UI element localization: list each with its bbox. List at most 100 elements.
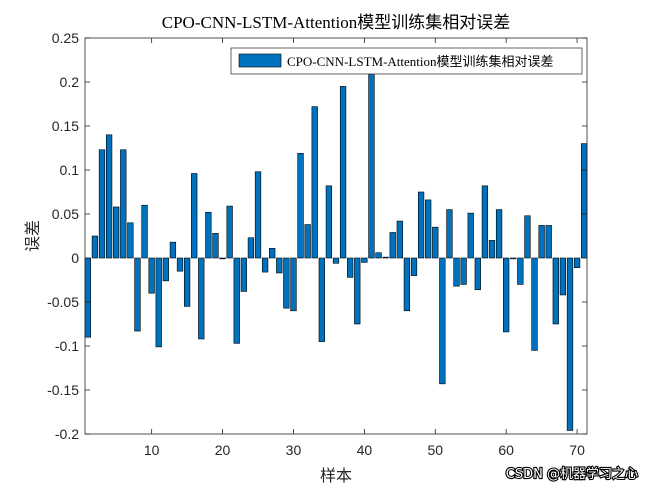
bar-37 — [339, 86, 347, 259]
y-tick-label: 0.2 — [60, 74, 80, 90]
bar-30 — [290, 257, 297, 312]
y-tick-label: 0.05 — [52, 206, 79, 222]
bar-24 — [247, 237, 255, 259]
bar-10 — [148, 257, 155, 294]
y-axis: -0.2 -0.15 -0.1 -0.05 0 0.05 0.1 0.15 0.2 0.25 — [47, 30, 587, 442]
bar-31 — [297, 152, 304, 259]
bar-49 — [425, 199, 432, 259]
x-tick-label: 40 — [357, 442, 373, 458]
bar-59 — [495, 209, 503, 259]
x-tick-label: 50 — [427, 442, 443, 458]
y-tick-label: 0.15 — [52, 118, 79, 134]
bar-39 — [354, 257, 361, 325]
bar-58 — [488, 240, 496, 259]
bar-21 — [226, 205, 233, 259]
bar-27 — [269, 248, 276, 259]
bar-1 — [84, 257, 91, 338]
bar-19 — [212, 233, 219, 259]
bar-50 — [432, 226, 439, 259]
legend-swatch — [238, 53, 282, 68]
legend-box — [230, 47, 583, 75]
bar-53 — [453, 257, 460, 287]
bar-14 — [176, 257, 184, 272]
plot-area-frame — [84, 37, 588, 435]
bar-57 — [481, 185, 489, 259]
bar-42 — [375, 252, 382, 259]
watermark-text: CSDN @机器学习之心 — [506, 466, 638, 482]
bar-46 — [403, 257, 411, 312]
bar-40 — [361, 257, 368, 263]
bar-67 — [552, 257, 559, 325]
bar-61 — [510, 257, 517, 260]
bar-55 — [467, 212, 474, 259]
bar-25 — [254, 171, 262, 259]
bar-13 — [169, 241, 177, 259]
bar-5 — [113, 206, 120, 259]
bar-series — [84, 65, 588, 431]
bar-11 — [155, 257, 162, 348]
y-tick-label: -0.1 — [55, 338, 79, 354]
bar-4 — [105, 134, 113, 259]
y-tick-label: 0 — [71, 250, 79, 266]
bar-41 — [368, 65, 375, 259]
bar-28 — [276, 257, 283, 274]
bar-3 — [98, 149, 106, 259]
bar-38 — [347, 257, 354, 278]
bar-33 — [311, 106, 318, 259]
bar-23 — [240, 257, 247, 292]
bar-18 — [205, 211, 212, 259]
bar-20 — [219, 257, 226, 260]
bar-44 — [389, 232, 396, 259]
bar-7 — [127, 222, 134, 259]
bar-45 — [396, 220, 403, 259]
bar-47 — [410, 257, 418, 276]
bar-43 — [382, 256, 389, 259]
bar-71 — [581, 143, 588, 259]
watermark: CSDN @机器学习之心 — [505, 465, 639, 483]
bar-8 — [134, 257, 141, 332]
bar-32 — [304, 224, 311, 259]
x-tick-label: 60 — [498, 442, 514, 458]
x-tick-label: 10 — [144, 442, 160, 458]
bar-65 — [538, 225, 545, 259]
y-axis-label: 误差 — [23, 220, 42, 252]
bar-6 — [120, 149, 127, 259]
x-tick-label: 20 — [215, 442, 231, 458]
bar-60 — [503, 257, 510, 333]
legend-label: CPO-CNN-LSTM-Attention模型训练集相对误差 — [287, 54, 554, 69]
y-tick-label: 0.25 — [52, 30, 79, 46]
bar-16 — [191, 173, 198, 259]
bar-66 — [545, 225, 552, 259]
bar-34 — [318, 257, 325, 342]
x-axis-label: 样本 — [320, 466, 352, 485]
bar-70 — [573, 257, 581, 268]
bar-52 — [446, 209, 453, 259]
bar-22 — [233, 257, 240, 344]
x-axis: 10 20 30 40 50 60 70 — [144, 38, 585, 458]
x-tick-label: 70 — [569, 442, 585, 458]
bar-15 — [183, 257, 191, 307]
chart-title: CPO-CNN-LSTM-Attention模型训练集相对误差 — [162, 13, 511, 32]
bar-17 — [198, 257, 205, 340]
bar-12 — [162, 257, 169, 282]
y-tick-label: 0.1 — [60, 162, 80, 178]
bar-68 — [559, 257, 567, 296]
y-tick-label: -0.15 — [47, 382, 79, 398]
y-tick-label: -0.2 — [55, 426, 79, 442]
y-tick-label: -0.05 — [47, 294, 79, 310]
bar-54 — [460, 257, 467, 285]
bar-29 — [283, 257, 290, 309]
legend: CPO-CNN-LSTM-Attention模型训练集相对误差 — [230, 47, 583, 75]
x-tick-label: 30 — [286, 442, 302, 458]
bar-2 — [91, 235, 99, 259]
bar-51 — [439, 257, 446, 385]
bar-69 — [566, 257, 574, 431]
bar-63 — [524, 215, 531, 259]
bar-64 — [531, 257, 538, 351]
bar-9 — [141, 204, 148, 259]
bar-26 — [261, 257, 269, 273]
bar-62 — [517, 257, 524, 285]
bar-36 — [332, 257, 340, 264]
bar-48 — [417, 191, 425, 259]
bar-56 — [474, 257, 481, 290]
